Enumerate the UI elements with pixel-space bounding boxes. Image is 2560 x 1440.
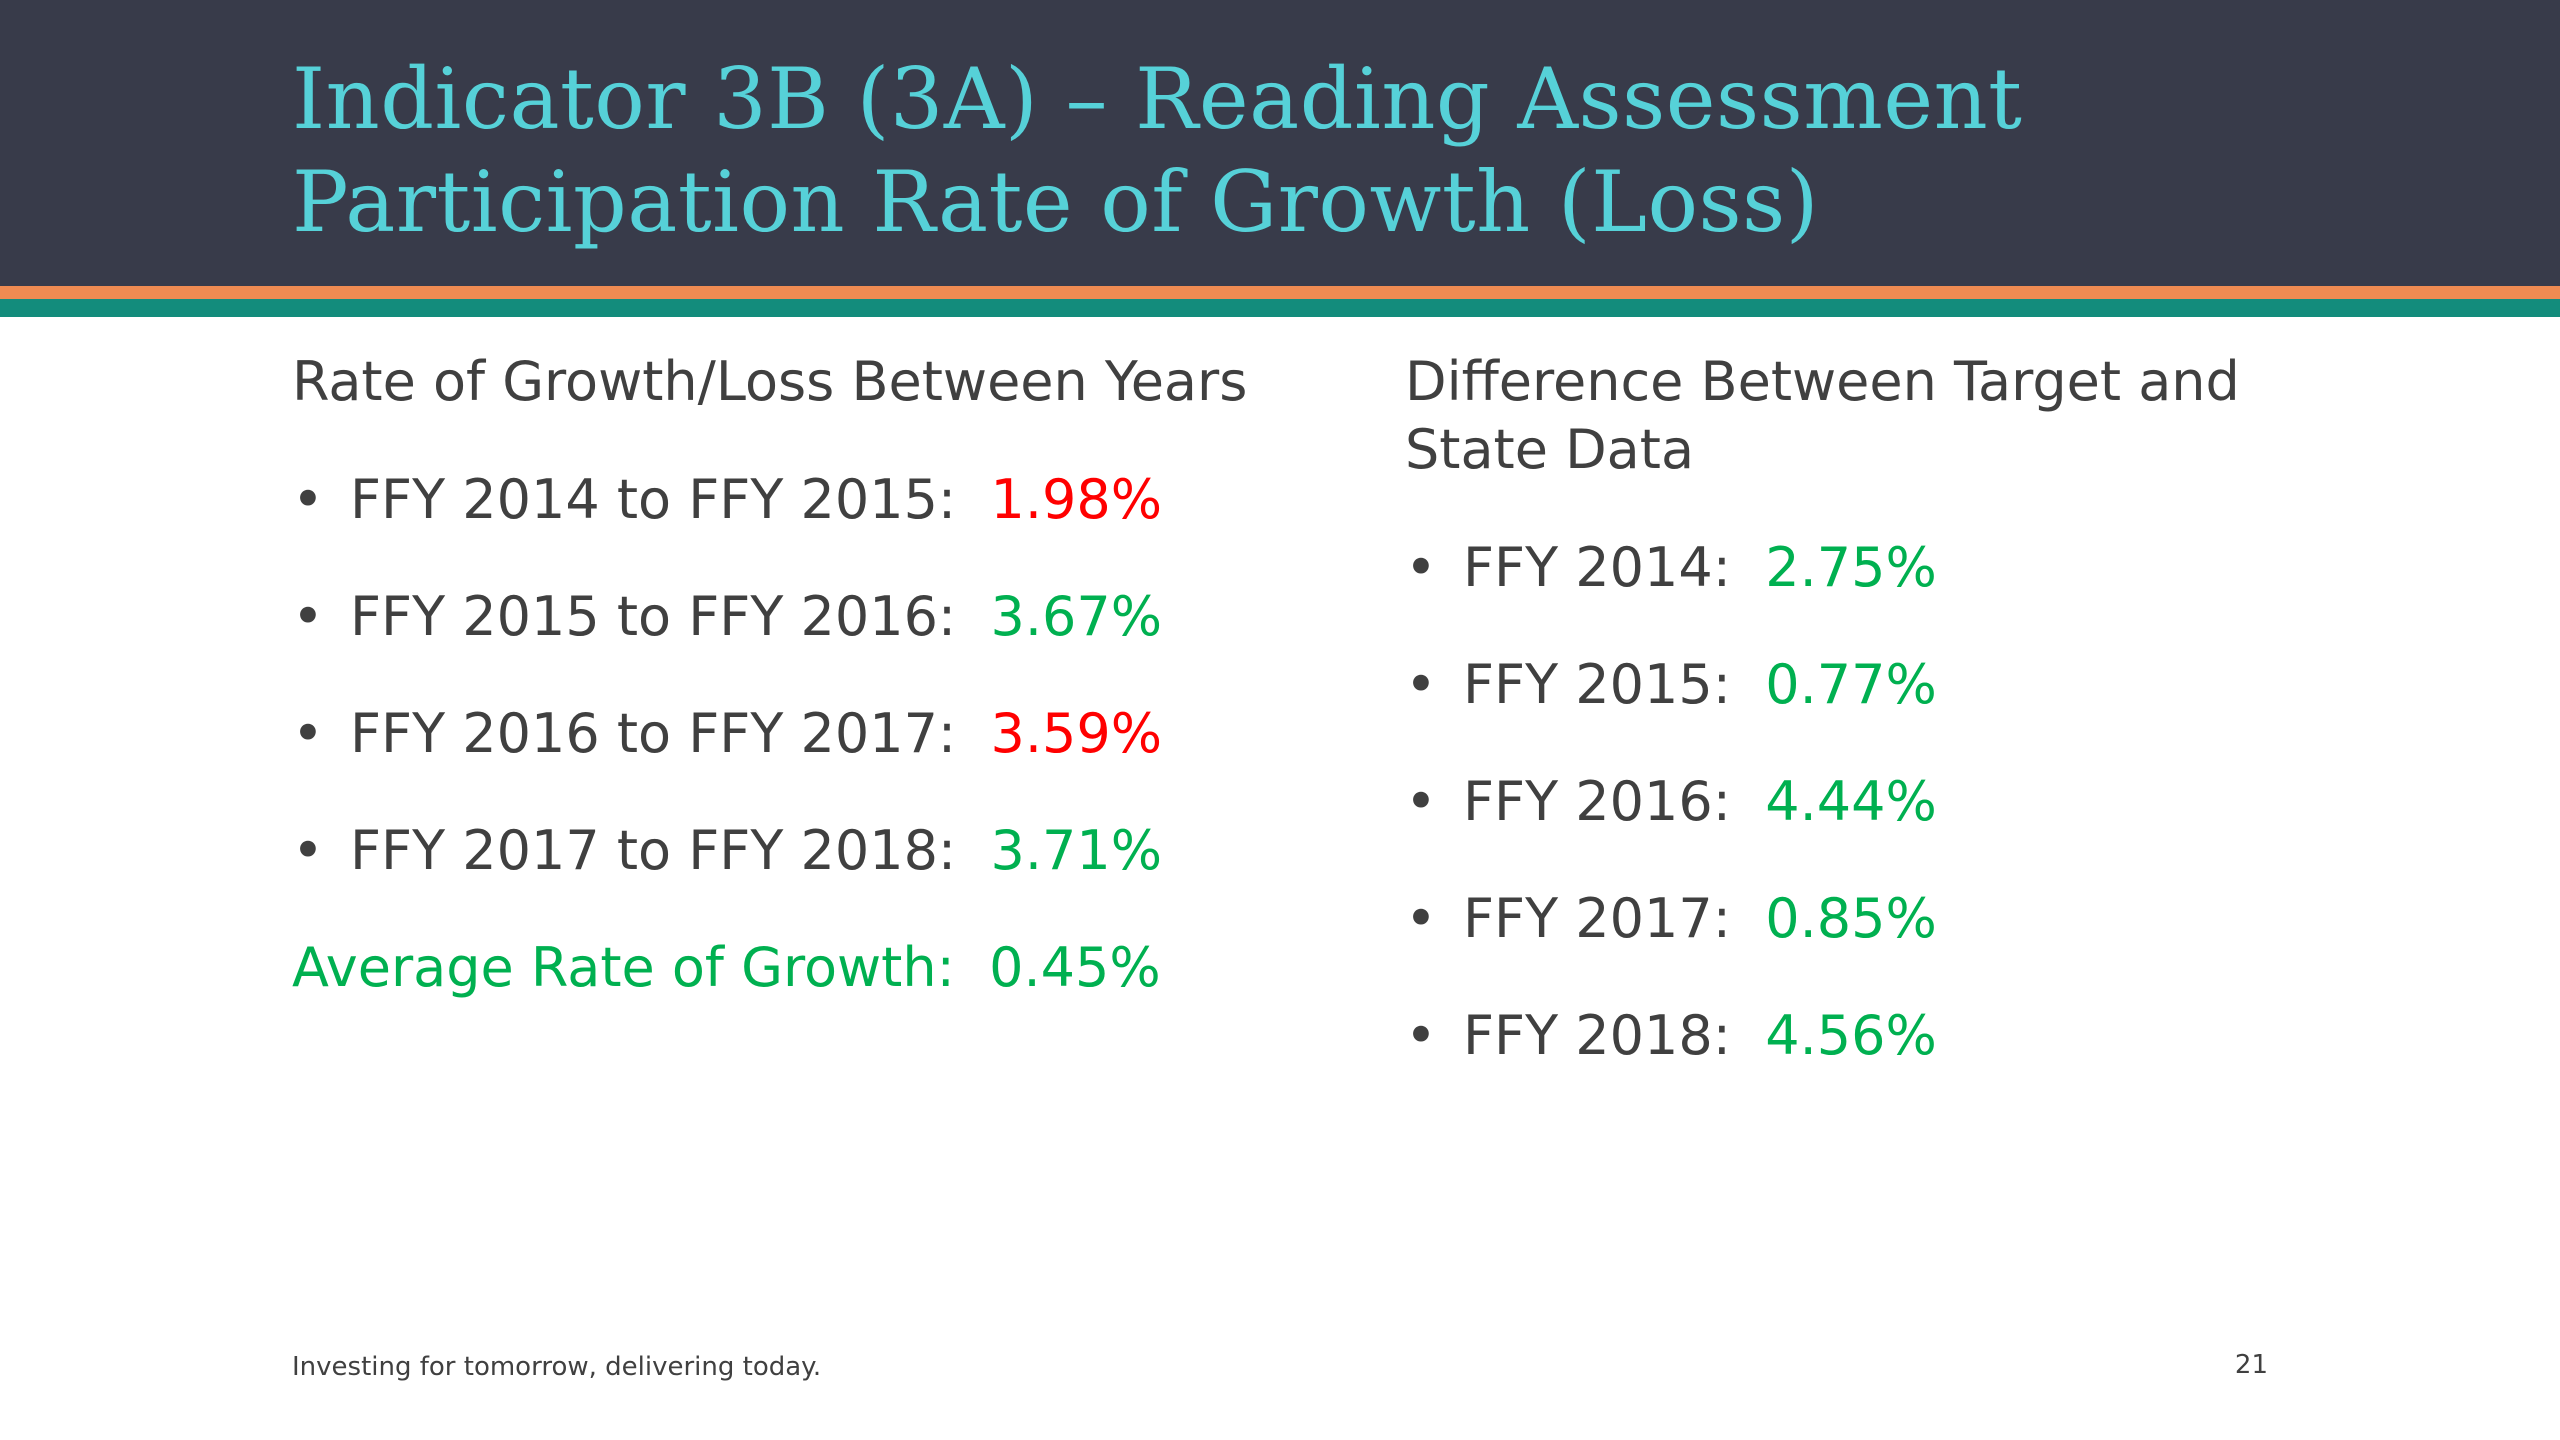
average-rate-label: Average Rate of Growth: xyxy=(292,936,955,999)
bullet-icon: • xyxy=(1405,536,1437,599)
difference-list-item: • FFY 2017: 0.85% xyxy=(1405,882,2305,999)
accent-stripe-orange xyxy=(0,286,2560,299)
difference-list: • FFY 2014: 2.75% • FFY 2015: 0.77% • FF… xyxy=(1405,531,2305,1116)
growth-list: • FFY 2014 to FFY 2015: 1.98% • FFY 2015… xyxy=(292,463,1312,931)
bullet-icon: • xyxy=(292,468,324,531)
difference-value: 4.56% xyxy=(1765,1004,1937,1067)
average-rate-value: 0.45% xyxy=(989,936,1161,999)
difference-label: FFY 2015: xyxy=(1463,653,1731,716)
bullet-icon: • xyxy=(292,585,324,648)
page-number: 21 xyxy=(2234,1350,2268,1380)
growth-list-item: • FFY 2016 to FFY 2017: 3.59% xyxy=(292,697,1312,814)
accent-stripe-teal xyxy=(0,299,2560,317)
difference-list-item: • FFY 2014: 2.75% xyxy=(1405,531,2305,648)
average-rate-line: Average Rate of Growth: 0.45% xyxy=(292,931,1312,1005)
growth-list-item: • FFY 2017 to FFY 2018: 3.71% xyxy=(292,814,1312,931)
bullet-icon: • xyxy=(1405,1004,1437,1067)
bullet-icon: • xyxy=(292,702,324,765)
growth-list-item: • FFY 2015 to FFY 2016: 3.67% xyxy=(292,580,1312,697)
growth-list-item: • FFY 2014 to FFY 2015: 1.98% xyxy=(292,463,1312,580)
difference-label: FFY 2014: xyxy=(1463,536,1731,599)
left-column-heading: Rate of Growth/Loss Between Years xyxy=(292,350,1248,413)
growth-value: 3.71% xyxy=(990,819,1163,882)
difference-value: 0.85% xyxy=(1765,887,1937,950)
difference-value: 4.44% xyxy=(1765,770,1937,833)
left-column: Rate of Growth/Loss Between Years • FFY … xyxy=(292,348,1312,1005)
growth-value: 3.59% xyxy=(990,702,1163,765)
difference-value: 2.75% xyxy=(1765,536,1937,599)
difference-list-item: • FFY 2015: 0.77% xyxy=(1405,648,2305,765)
growth-label: FFY 2014 to FFY 2015: xyxy=(350,468,957,531)
growth-value: 1.98% xyxy=(990,468,1163,531)
growth-label: FFY 2017 to FFY 2018: xyxy=(350,819,957,882)
bullet-icon: • xyxy=(1405,887,1437,950)
slide-title: Indicator 3B (3A) – Reading Assessment P… xyxy=(292,50,2023,251)
difference-label: FFY 2016: xyxy=(1463,770,1731,833)
growth-label: FFY 2016 to FFY 2017: xyxy=(350,702,957,765)
title-banner: Indicator 3B (3A) – Reading Assessment P… xyxy=(0,0,2560,286)
difference-value: 0.77% xyxy=(1765,653,1937,716)
difference-list-item: • FFY 2016: 4.44% xyxy=(1405,765,2305,882)
difference-list-item: • FFY 2018: 4.56% xyxy=(1405,999,2305,1116)
right-column-heading: Difference Between Target and State Data xyxy=(1405,350,2240,481)
bullet-icon: • xyxy=(292,819,324,882)
difference-label: FFY 2017: xyxy=(1463,887,1731,950)
growth-label: FFY 2015 to FFY 2016: xyxy=(350,585,957,648)
bullet-icon: • xyxy=(1405,653,1437,716)
difference-label: FFY 2018: xyxy=(1463,1004,1731,1067)
right-column: Difference Between Target and State Data… xyxy=(1405,348,2305,1116)
bullet-icon: • xyxy=(1405,770,1437,833)
growth-value: 3.67% xyxy=(990,585,1163,648)
footer-tagline: Investing for tomorrow, delivering today… xyxy=(292,1352,822,1382)
